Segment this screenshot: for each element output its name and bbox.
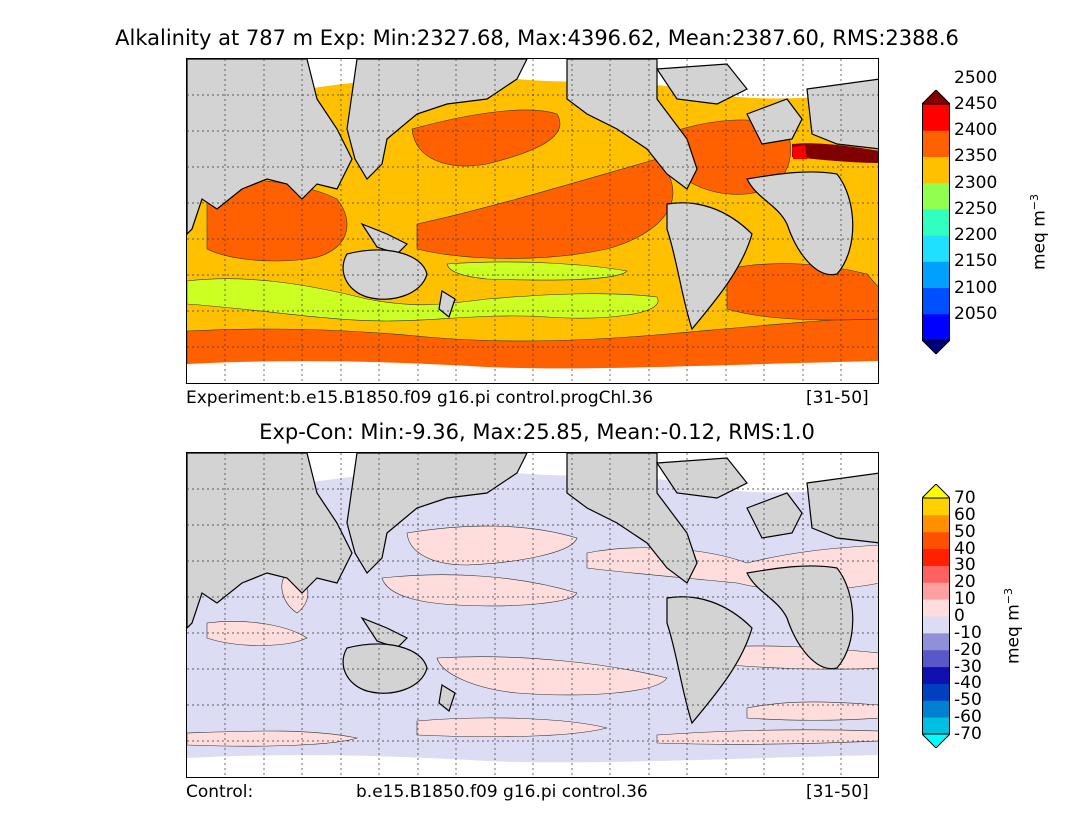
south-atlantic-2400 <box>726 263 878 321</box>
land-masses <box>187 453 878 725</box>
top-colorbar-tick-label: 2200 <box>954 225 998 246</box>
top-colorbar-swatch <box>922 287 950 315</box>
bottom-colorbar-svg <box>922 484 950 748</box>
bottom-caption-control: Control: <box>186 782 254 802</box>
top-colorbar-swatch <box>922 130 950 157</box>
top-colorbar-tick-label: 2400 <box>954 120 998 141</box>
land-masses <box>187 59 878 331</box>
bottom-colorbar-tick-label: -70 <box>954 724 982 744</box>
top-colorbar-swatch <box>922 104 950 131</box>
bottom-colorbar-tick-label: 60 <box>954 504 976 525</box>
bottom-colorbar-swatch <box>922 498 950 516</box>
bottom-caption-years: [31-50] <box>806 782 869 802</box>
southern-2300-band <box>187 278 659 322</box>
antarctic-ice <box>187 361 878 383</box>
bottom-colorbar-swatch <box>922 514 950 533</box>
antarctic-ice <box>187 755 878 777</box>
top-colorbar-swatch <box>922 261 950 289</box>
difference-map <box>186 452 879 778</box>
top-colorbar-svg <box>922 90 950 354</box>
top-colorbar <box>922 90 950 354</box>
bottom-colorbar-tick-label: 70 <box>954 488 976 508</box>
bottom-colorbar-extend-low <box>922 733 950 748</box>
bottom-colorbar-swatch <box>922 700 950 718</box>
top-colorbar-tick-label: 2050 <box>954 303 998 324</box>
bottom-colorbar-tick-label: -10 <box>954 622 982 643</box>
bottom-panel-title: Exp-Con: Min:-9.36, Max:25.85, Mean:-0.1… <box>259 420 815 444</box>
top-colorbar-tick-label: 2300 <box>954 172 998 193</box>
alkalinity-map-svg <box>187 59 878 383</box>
bottom-colorbar-tick-label: 20 <box>954 572 976 593</box>
bottom-colorbar-swatch <box>922 531 950 550</box>
bottom-caption-case: b.e15.B1850.f09 g16.pi control.36 <box>356 782 648 802</box>
bottom-colorbar-tick-label: -40 <box>954 673 982 694</box>
bottom-colorbar-frame <box>922 497 950 735</box>
top-caption-years: [31-50] <box>806 388 869 408</box>
bottom-colorbar-tick-label: 40 <box>954 538 976 559</box>
bottom-colorbar <box>922 484 950 748</box>
bottom-colorbar-swatch <box>922 599 950 617</box>
top-colorbar-tick-label: 2500 <box>954 67 998 88</box>
bottom-colorbar-swatch <box>922 683 950 701</box>
mediterranean-2500 <box>792 143 878 163</box>
bottom-colorbar-swatch <box>922 548 950 566</box>
top-colorbar-tick-label: 2450 <box>954 94 998 114</box>
top-colorbar-unit: meq m−3 <box>1028 194 1050 270</box>
gibraltar-2450 <box>792 145 807 159</box>
bottom-colorbar-swatch <box>922 666 950 684</box>
bottom-colorbar-swatch <box>922 565 950 583</box>
bottom-colorbar-tick-label: -30 <box>954 656 982 677</box>
top-colorbar-swatch <box>922 235 950 262</box>
bottom-colorbar-unit: meq m−3 <box>1002 588 1024 664</box>
graticule <box>187 453 878 777</box>
top-colorbar-swatch <box>922 208 950 236</box>
bottom-colorbar-swatch <box>922 717 950 735</box>
top-colorbar-tick-label: 2250 <box>954 198 998 219</box>
bottom-colorbar-swatch <box>922 616 950 634</box>
top-colorbar-swatch <box>922 156 950 184</box>
bottom-colorbar-tick-label: -50 <box>954 690 982 711</box>
indian-ocean-2400 <box>206 178 348 262</box>
graticule <box>187 59 878 383</box>
bottom-colorbar-tick-label: 0 <box>954 606 965 626</box>
pacific-2300-patch <box>446 261 628 281</box>
top-colorbar-swatch <box>922 182 950 210</box>
top-colorbar-extend-low <box>922 339 950 354</box>
top-colorbar-tick-label: 2350 <box>954 146 998 167</box>
alkalinity-map <box>186 58 879 384</box>
difference-map-svg <box>187 453 878 777</box>
bottom-colorbar-tick-label: 10 <box>954 589 976 610</box>
top-colorbar-frame <box>922 103 950 341</box>
bottom-colorbar-tick-label: 50 <box>954 521 976 542</box>
bottom-colorbar-swatch <box>922 632 950 651</box>
bottom-colorbar-extend-high <box>922 484 950 499</box>
bottom-colorbar-swatch <box>922 649 950 668</box>
top-colorbar-tick-label: 2100 <box>954 277 998 298</box>
top-panel-title: Alkalinity at 787 m Exp: Min:2327.68, Ma… <box>115 26 959 50</box>
bottom-colorbar-tick-label: 30 <box>954 555 976 576</box>
top-colorbar-extend-high <box>922 90 950 105</box>
top-caption-experiment: Experiment:b.e15.B1850.f09 g16.pi contro… <box>186 388 654 408</box>
north-pacific-2400 <box>411 109 560 167</box>
top-colorbar-swatch <box>922 313 950 341</box>
top-colorbar-tick-label: 2150 <box>954 251 998 272</box>
bottom-colorbar-tick-label: -20 <box>954 639 982 660</box>
bottom-colorbar-swatch <box>922 582 950 600</box>
bottom-colorbar-tick-label: -60 <box>954 707 982 728</box>
